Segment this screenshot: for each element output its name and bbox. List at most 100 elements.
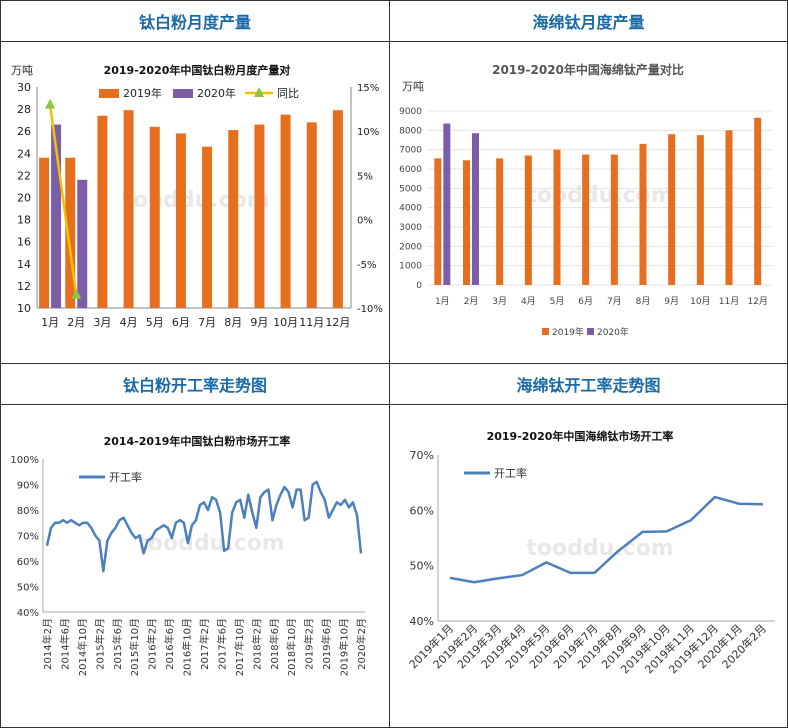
x-tick-label: 11月 bbox=[299, 316, 324, 329]
chart-title: 2014-2019年中国钛白粉市场开工率 bbox=[104, 434, 291, 448]
y-axis-label: 万吨 bbox=[11, 64, 33, 77]
y2-tick-label: -5% bbox=[357, 260, 376, 271]
y-tick-label: 26 bbox=[17, 125, 31, 138]
bar-2020 bbox=[77, 179, 88, 308]
y-tick-label: 60% bbox=[410, 504, 434, 517]
x-tick-label: 11月 bbox=[719, 296, 739, 307]
panel-title: 海绵钛月度产量 bbox=[390, 1, 787, 42]
x-tick-label: 3月 bbox=[93, 316, 111, 329]
y-tick-label: 14 bbox=[17, 258, 31, 271]
x-tick-label: 12月 bbox=[325, 316, 350, 329]
x-tick-label: 2019年6月 bbox=[320, 618, 333, 670]
bar-2020 bbox=[472, 133, 479, 285]
y-tick-label: 3000 bbox=[399, 223, 422, 233]
legend-label: 开工率 bbox=[494, 466, 527, 480]
x-tick-label: 2月 bbox=[464, 296, 479, 307]
chart-title: 2019-2020年中国海绵钛产量对比 bbox=[492, 62, 684, 77]
bar-2019 bbox=[725, 130, 733, 285]
legend-marker-yoy bbox=[254, 87, 264, 97]
legend-label-2020: 2020年 bbox=[597, 326, 629, 338]
bar-2019 bbox=[754, 117, 762, 286]
y-tick-label: 1000 bbox=[399, 262, 422, 272]
x-tick-label: 2019年10月 bbox=[338, 618, 351, 676]
watermark: tooddu.com bbox=[526, 536, 673, 561]
x-tick-label: 1月 bbox=[41, 316, 59, 329]
bar-2020 bbox=[51, 124, 62, 308]
x-tick-label: 7月 bbox=[198, 316, 216, 329]
bar-2019 bbox=[496, 158, 504, 285]
legend-swatch-2020 bbox=[587, 328, 594, 335]
y-tick-label: 40% bbox=[410, 615, 434, 628]
x-tick-label: 6月 bbox=[172, 316, 190, 329]
y-tick-label: 28 bbox=[17, 103, 31, 116]
sponge-rate-chart: tooddu.com 2019-2020年中国海绵钛市场开工率 40% 50% 60% 7… bbox=[406, 429, 775, 676]
x-tick-label: 2016年6月 bbox=[163, 618, 176, 670]
yoy-marker bbox=[71, 288, 82, 299]
y-tick-label: 90% bbox=[17, 481, 39, 492]
panel-tio2-output: 钛白粉月度产量 tooddu.com 2019-2020年中国钛白粉月度产量对 万吨… bbox=[0, 0, 390, 364]
bar-2019 bbox=[306, 122, 317, 308]
legend-swatch-2019 bbox=[542, 328, 549, 335]
y-tick-label: 16 bbox=[17, 236, 31, 249]
y-tick-label: 20 bbox=[17, 192, 31, 205]
panel-title: 钛白粉月度产量 bbox=[1, 1, 389, 42]
y-tick-label: 5000 bbox=[399, 184, 422, 194]
y-tick-label: 80% bbox=[17, 506, 39, 517]
chart-title: 2019-2020年中国海绵钛市场开工率 bbox=[487, 429, 674, 443]
x-tick-label: 4月 bbox=[521, 296, 536, 307]
legend-label-yoy: 同比 bbox=[277, 87, 299, 100]
x-tick-label: 8月 bbox=[224, 316, 242, 329]
x-tick-label: 8月 bbox=[636, 296, 651, 307]
x-tick-label: 2016年10月 bbox=[181, 618, 194, 676]
watermark: tooddu.com bbox=[526, 183, 673, 208]
bar-2019 bbox=[175, 133, 186, 308]
legend-label-2019: 2019年 bbox=[123, 86, 162, 100]
legend-swatch-2019 bbox=[99, 89, 119, 98]
y-tick-label: 50% bbox=[410, 560, 434, 573]
panel-tio2-rate: 钛白粉开工率走势图 tooddu.com 2014-2019年中国钛白粉市场开工率… bbox=[0, 363, 390, 728]
panel-sponge-rate: 海绵钛开工率走势图 tooddu.com 2019-2020年中国海绵钛市场开工率… bbox=[389, 363, 788, 728]
x-tick-label: 10月 bbox=[690, 296, 710, 307]
x-tick-label: 2018年10月 bbox=[285, 618, 298, 676]
bar-2019 bbox=[668, 134, 676, 285]
bar-2019 bbox=[202, 146, 213, 308]
y2-tick-label: 10% bbox=[357, 127, 379, 138]
bar-2019 bbox=[332, 110, 343, 308]
y-tick-label: 8000 bbox=[399, 126, 422, 136]
bar-2019 bbox=[280, 114, 291, 308]
x-tick-label: 2020年2月 bbox=[355, 618, 368, 670]
y-tick-label: 10 bbox=[17, 302, 31, 315]
y-tick-label: 22 bbox=[17, 169, 31, 182]
tio2-output-chart: tooddu.com 2019-2020年中国钛白粉月度产量对 万吨 10 12 14 16… bbox=[11, 63, 383, 329]
x-tick-label: 2015年6月 bbox=[111, 618, 124, 670]
x-tick-label: 5月 bbox=[550, 296, 565, 307]
y-tick-label: 18 bbox=[17, 214, 31, 227]
x-tick-label: 2017年10月 bbox=[233, 618, 246, 676]
y2-tick-label: 15% bbox=[357, 83, 379, 94]
y-tick-label: 0 bbox=[416, 281, 422, 291]
y-tick-label: 60% bbox=[17, 557, 39, 568]
y-tick-label: 40% bbox=[17, 608, 39, 619]
bar-2019 bbox=[553, 149, 561, 285]
bar-2019 bbox=[65, 157, 76, 308]
watermark: tooddu.com bbox=[122, 188, 269, 213]
x-tick-label: 2017年2月 bbox=[198, 618, 211, 670]
y-axis-label: 万吨 bbox=[402, 80, 424, 93]
y-tick-label: 100% bbox=[10, 455, 39, 466]
bar-2019 bbox=[228, 130, 239, 308]
y-tick-label: 24 bbox=[17, 147, 31, 160]
rate-line bbox=[449, 495, 763, 584]
y2-tick-label: 5% bbox=[357, 171, 373, 182]
bar-2019 bbox=[610, 154, 618, 285]
x-tick-label: 2014年2月 bbox=[41, 618, 54, 670]
legend-swatch-2020 bbox=[173, 89, 193, 98]
bar-2019 bbox=[39, 157, 50, 308]
bar-2019 bbox=[434, 158, 442, 285]
bar-2019 bbox=[524, 155, 532, 285]
x-tick-label: 12月 bbox=[747, 296, 767, 307]
bar-2019 bbox=[123, 110, 134, 308]
bar-2019 bbox=[254, 124, 265, 308]
bar-2019 bbox=[582, 154, 590, 285]
bar-2019 bbox=[97, 115, 108, 308]
y2-tick-label: -10% bbox=[357, 304, 383, 315]
